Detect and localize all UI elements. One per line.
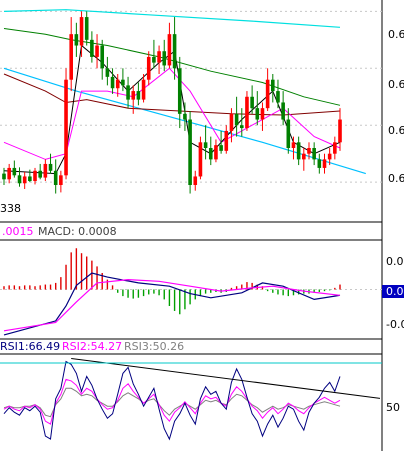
candle-body [276,91,280,103]
candle-body [157,51,161,63]
candle-body [229,113,234,131]
candle-body [90,39,94,57]
rsi-line-rsi1 [3,360,341,441]
rsi1-label: RSI1:66.49 [0,340,60,353]
candle-body [260,108,265,120]
candle-body [338,119,342,143]
candle-body [162,51,167,66]
candle-body [333,142,337,154]
price-low-label: 338 [0,202,21,215]
price-tick-1: 0.66 [388,78,404,91]
candle-body [43,163,48,178]
candle-body [84,17,89,40]
price-overlays [3,9,366,175]
candle-body [141,79,146,100]
candle-body [322,159,327,168]
candle-body [183,113,187,120]
candle-body [131,91,136,100]
macd-line-dif [3,272,341,336]
candle-body [115,79,120,89]
candle-body [250,96,254,109]
candle-body [28,176,32,182]
candle-body [198,142,203,177]
candle-body [2,173,6,180]
candle-body [239,125,244,129]
candle-body [245,96,249,129]
price-line-ma_mid [3,73,341,116]
candle-body [291,142,296,148]
candle-body [172,34,177,69]
macd-line-dea [3,278,341,332]
candle-body [208,148,213,160]
candle-body [74,34,79,46]
price-candles [2,11,342,194]
candle-body [33,170,37,182]
rsi3-label: RSI3:50.26 [124,340,184,353]
candle-body [317,159,322,168]
candle-body [167,34,172,66]
macd-tick-1: 0.00 [386,285,404,298]
candle-body [255,108,260,120]
macd-header-macd: MACD: 0.0008 [38,225,117,238]
candle-body [152,56,156,63]
candle-body [110,76,115,89]
panel-frame [0,0,383,451]
macd-bars [3,248,341,315]
candle-body [100,45,105,69]
rsi-lines [3,357,381,441]
candle-body [53,170,58,185]
candle-body [95,45,99,57]
candle-body [302,153,306,160]
rsi-line-rsi3 [3,387,341,418]
candle-body [64,79,68,176]
candle-body [146,56,151,80]
macd-lines [3,272,341,336]
candle-body [48,163,53,171]
candle-body [296,142,301,160]
candle-body [234,113,239,126]
candle-body [265,79,270,109]
candle-body [177,68,182,114]
candle-body [203,142,208,148]
price-line-ma_fast [3,44,341,175]
candle-body [312,148,316,160]
candle-body [38,170,42,178]
candle-body [219,145,223,151]
rsi-tick-50: 50 [386,401,400,414]
price-tick-3: 0.64 [388,172,404,185]
price-line-ma_long [3,28,341,106]
candle-body [59,175,63,185]
candle-body [79,17,84,46]
price-tick-0: 0.67 [388,28,404,41]
candle-body [214,145,218,160]
candle-body [307,148,311,154]
rsi-trend-line [71,357,381,399]
candle-body [17,175,22,184]
candle-body [281,102,285,120]
candle-body [224,130,229,151]
candle-body [126,85,130,100]
candle-body [69,34,73,80]
candle-body [188,119,192,185]
rsi2-label: RSI2:54.27 [62,340,122,353]
macd-current-marker [382,285,404,298]
candle-body [286,119,291,148]
candle-body [12,167,17,176]
macd-tick-0: 0.00 [386,255,404,268]
candle-body [7,167,11,180]
candle-body [22,176,27,184]
price-tick-2: 0.65 [388,124,404,137]
candle-body [136,91,141,100]
macd-header-value: .0015 [2,225,34,238]
candle-body [193,176,198,185]
macd-tick-2: -0.0 [386,318,404,331]
candle-body [121,79,125,86]
price-line-ma_slow [3,9,341,28]
rsi-line-rsi2 [3,378,341,425]
candle-body [105,68,110,77]
candle-body [271,79,275,92]
candle-body [327,153,332,160]
